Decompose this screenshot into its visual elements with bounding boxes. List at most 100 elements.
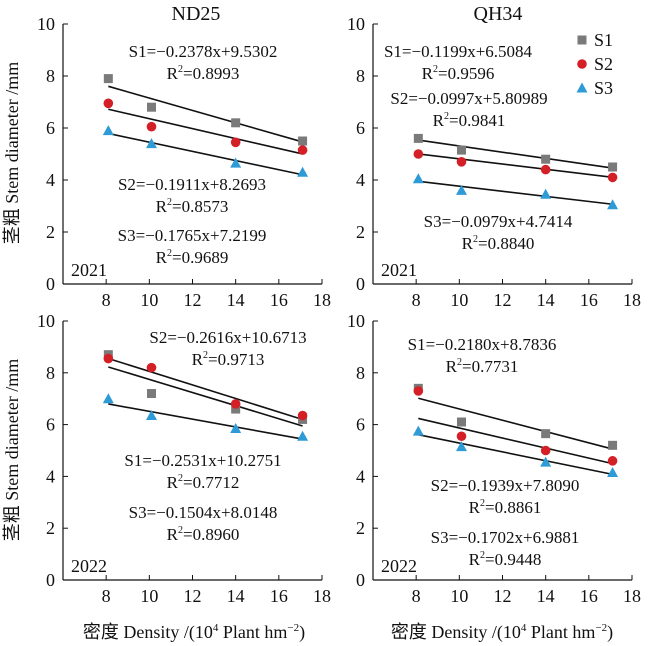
y-axis-label-bottom: 茎粗 Stem diameter /mm: [2, 359, 22, 541]
fit-line-s1: [418, 139, 613, 169]
x-axis-label-prefix: 密度 Density /(10: [391, 622, 521, 643]
data-point-s2: [230, 137, 241, 148]
panel-title-qh34: QH34: [474, 3, 523, 25]
fit-line-s2: [418, 153, 613, 179]
data-point-s3: [145, 138, 157, 149]
data-point-s3: [540, 188, 552, 199]
fit-r2-s1: R2=0.9596: [422, 64, 495, 83]
data-point-s3: [145, 410, 157, 421]
x-tick-label: 14: [537, 290, 555, 310]
y-tick-label: 8: [356, 66, 365, 86]
fit-equation-s1: S1=−0.2378x+9.5302: [129, 42, 278, 61]
fit-equation-s2: S2=−0.1939x+7.8090: [431, 476, 580, 495]
y-tick-label: 8: [46, 363, 55, 383]
data-point-s1: [298, 136, 308, 146]
y-tick-label: 8: [46, 66, 55, 86]
y-tick-label: 0: [356, 274, 365, 294]
fit-r2-s2: R2=0.9713: [192, 350, 265, 369]
y-axis-label-top: 茎粗 Stem diameter /mm: [2, 62, 22, 244]
x-tick-label: 18: [313, 290, 331, 310]
x-tick-label: 14: [227, 290, 245, 310]
year-label: 2021: [71, 260, 107, 280]
x-tick-label: 8: [412, 586, 421, 606]
x-tick-label: 16: [270, 586, 288, 606]
year-label: 2021: [381, 260, 417, 280]
year-label: 2022: [71, 556, 107, 576]
chart-panel-4: 0 2 4 6 8 10 8 10 12 14 16 18 S1=−0.2180x+8.7836 R2=0…: [347, 311, 641, 606]
fit-line-s1: [108, 85, 303, 143]
fit-equation-s3: S3=−0.0979x+4.7414: [424, 212, 573, 231]
data-point-s1: [413, 133, 423, 143]
data-point-s1: [456, 417, 466, 427]
fit-equation-s2: S2=−0.2616x+10.6713: [149, 328, 306, 347]
fit-line-s3: [418, 433, 613, 476]
chart-panel-3: 0 2 4 6 8 10 8 10 12 14 16 18 S2=−0.2616x+10.6713 R2=…: [37, 311, 331, 606]
x-tick-label: 16: [580, 586, 598, 606]
y-tick-label: 10: [37, 311, 55, 331]
data-point-s3: [297, 430, 309, 441]
data-point-s2: [103, 98, 114, 109]
fit-r2-s3: R2=0.8960: [167, 525, 240, 544]
y-tick-label: 10: [37, 14, 55, 34]
x-tick-label: 18: [623, 290, 641, 310]
data-point-s3: [102, 393, 114, 404]
x-tick-label: 8: [102, 290, 111, 310]
data-point-s3: [540, 456, 552, 467]
fit-line-s3: [108, 132, 303, 176]
legend-marker-s2: [577, 59, 587, 69]
x-axis-label-sup2: −2: [595, 622, 607, 634]
data-point-s2: [413, 149, 424, 159]
data-point-s3: [455, 184, 467, 195]
fit-r2-s2: R2=0.9841: [433, 111, 506, 130]
fit-equation-s3: S3=−0.1504x+8.0148: [129, 503, 278, 522]
x-tick-label: 18: [313, 586, 331, 606]
x-tick-label: 8: [102, 586, 111, 606]
x-axis-label-sup2: −2: [287, 622, 299, 634]
fit-r2-s3: R2=0.8840: [462, 234, 535, 253]
x-tick-label: 14: [537, 586, 555, 606]
y-tick-label: 4: [356, 170, 365, 190]
x-tick-label: 18: [623, 586, 641, 606]
data-point-s2: [456, 431, 467, 442]
x-tick-label: 12: [494, 290, 512, 310]
y-tick-label: 2: [356, 222, 365, 242]
x-tick-label: 8: [412, 290, 421, 310]
data-point-s2: [103, 353, 114, 364]
x-axis-label-mid: Plant hm: [526, 622, 595, 642]
fit-line-s2: [108, 357, 303, 421]
data-point-s3: [412, 173, 424, 184]
legend-label-s1: S1: [594, 30, 613, 50]
y-tick-label: 6: [46, 118, 55, 138]
data-point-s2: [146, 362, 157, 373]
fit-equation-s1: S1=−0.1199x+6.5084: [384, 42, 533, 61]
x-axis-label-mid: Plant hm: [218, 622, 287, 642]
data-point-s3: [230, 157, 242, 168]
fit-line-s1: [108, 366, 303, 427]
x-tick-label: 16: [580, 290, 598, 310]
y-tick-label: 0: [356, 570, 365, 590]
chart-panel-2: 0 2 4 6 8 10 8 10 12 14 16 18 S1=−0.1199x+6.5084 R2=0…: [347, 14, 641, 310]
x-axis-label-left: 密度 Density /(104 Plant hm−2): [83, 622, 305, 643]
y-tick-label: 2: [356, 518, 365, 538]
data-point-s3: [102, 125, 114, 136]
panels: 0 2 4 6 8 10 8 10 12 14 16 18 S1=−0.2378x+9.5302 R2=0…: [37, 14, 641, 606]
y-tick-label: 6: [356, 415, 365, 435]
data-point-s3: [455, 441, 467, 452]
x-axis-label-sup1: 4: [521, 622, 527, 634]
x-tick-label: 16: [270, 290, 288, 310]
data-point-s3: [230, 422, 242, 433]
data-point-s1: [103, 74, 113, 84]
data-point-s2: [146, 121, 157, 132]
data-point-s3: [607, 467, 619, 478]
x-tick-label: 12: [494, 586, 512, 606]
fit-equation-s3: S3=−0.1702x+6.9881: [431, 528, 580, 547]
fit-r2-s2: R2=0.8573: [156, 197, 229, 216]
fit-equation-s2: S2=−0.0997x+5.80989: [390, 89, 547, 108]
fit-equation-s2: S2=−0.1911x+8.2693: [118, 175, 266, 194]
data-point-s2: [456, 157, 467, 167]
y-tick-label: 2: [46, 222, 55, 242]
y-tick-label: 2: [46, 518, 55, 538]
data-point-s1: [456, 145, 466, 155]
data-point-s2: [230, 399, 241, 409]
data-point-s3: [607, 199, 619, 210]
